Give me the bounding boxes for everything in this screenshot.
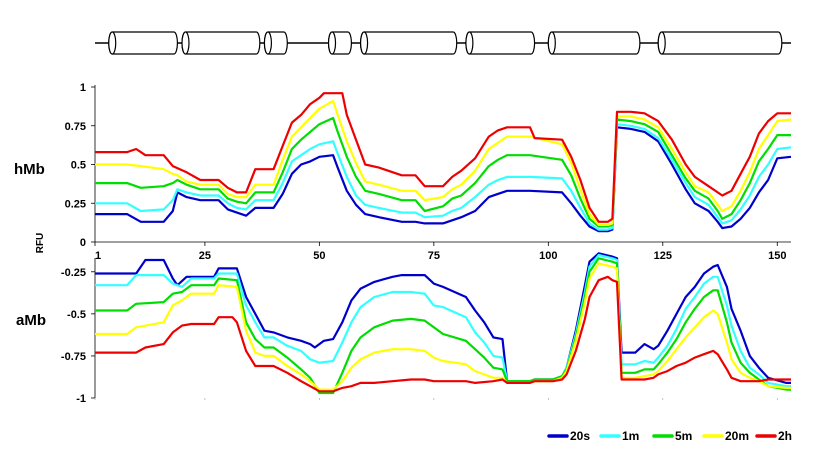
- helix-7: [547, 31, 641, 55]
- series-amb: [95, 252, 791, 395]
- x-tick-label: 1: [95, 250, 101, 262]
- series-amb-5m: [95, 257, 791, 395]
- helix-1: [108, 31, 178, 55]
- series-hmb-1m: [95, 123, 792, 231]
- helix-7-cap: [547, 31, 556, 55]
- panel-label-hmb: hMb: [14, 161, 45, 178]
- helix-2: [181, 31, 261, 55]
- series-amb-20m: [95, 262, 791, 391]
- panel-amb: aMb -0.25 -0.5 -0.75 -1: [16, 252, 791, 405]
- x-tick-label: 25: [199, 250, 211, 262]
- legend: 20s 1m 5m 20m 2h: [547, 429, 792, 443]
- x-tick-label: 125: [654, 250, 672, 262]
- y-tick-label-amb: -0.25: [61, 267, 86, 279]
- y-tick-label-amb: -1: [76, 393, 86, 405]
- x-tick-label: 50: [313, 250, 325, 262]
- series-hmb-5m: [95, 116, 791, 228]
- series-hmb-20m: [95, 99, 792, 226]
- helix-1-cap: [108, 31, 117, 55]
- helix-3-cap: [263, 31, 273, 55]
- helix-5-cap: [359, 31, 369, 55]
- y-tick-label-amb: -0.5: [67, 309, 86, 321]
- x-tick-label: 75: [428, 250, 440, 262]
- series-amb-1m: [95, 253, 791, 388]
- helix-4-cap: [327, 31, 337, 55]
- helix-6-cap: [465, 31, 474, 55]
- legend-label-2h: 2h: [778, 429, 792, 443]
- y-tick-label-hmb: 0.5: [71, 160, 86, 172]
- helix-8: [657, 31, 783, 55]
- panel-label-amb: aMb: [16, 312, 46, 329]
- series-hmb: [95, 92, 792, 233]
- helix-6: [465, 31, 536, 55]
- y-tick-label-hmb: 0.75: [65, 121, 86, 133]
- helix-2-cap: [181, 31, 190, 55]
- legend-label-5m: 5m: [675, 429, 692, 443]
- series-hmb-20s: [95, 126, 792, 233]
- x-tick-label: 100: [539, 250, 557, 262]
- x-tick-label: 150: [768, 250, 786, 262]
- helix-8-cap: [657, 31, 666, 55]
- y-tick-label-hmb: 0: [80, 237, 86, 249]
- y-tick-label-hmb: 1: [80, 82, 86, 94]
- helix-5: [360, 31, 458, 55]
- y-axis-label: RFU: [35, 233, 46, 254]
- legend-label-1m: 1m: [622, 429, 639, 443]
- series-amb-20s: [95, 252, 791, 384]
- series-hmb-2h: [95, 92, 791, 223]
- legend-label-20m: 20m: [725, 429, 749, 443]
- axes-amb: -0.25 -0.5 -0.75 -1: [61, 258, 778, 405]
- secondary-structure-track: [95, 31, 791, 55]
- y-tick-label-hmb: 0.25: [65, 198, 86, 210]
- series-amb-2h: [95, 275, 791, 393]
- y-tick-label-amb: -0.75: [61, 351, 86, 363]
- legend-label-20s: 20s: [570, 429, 590, 443]
